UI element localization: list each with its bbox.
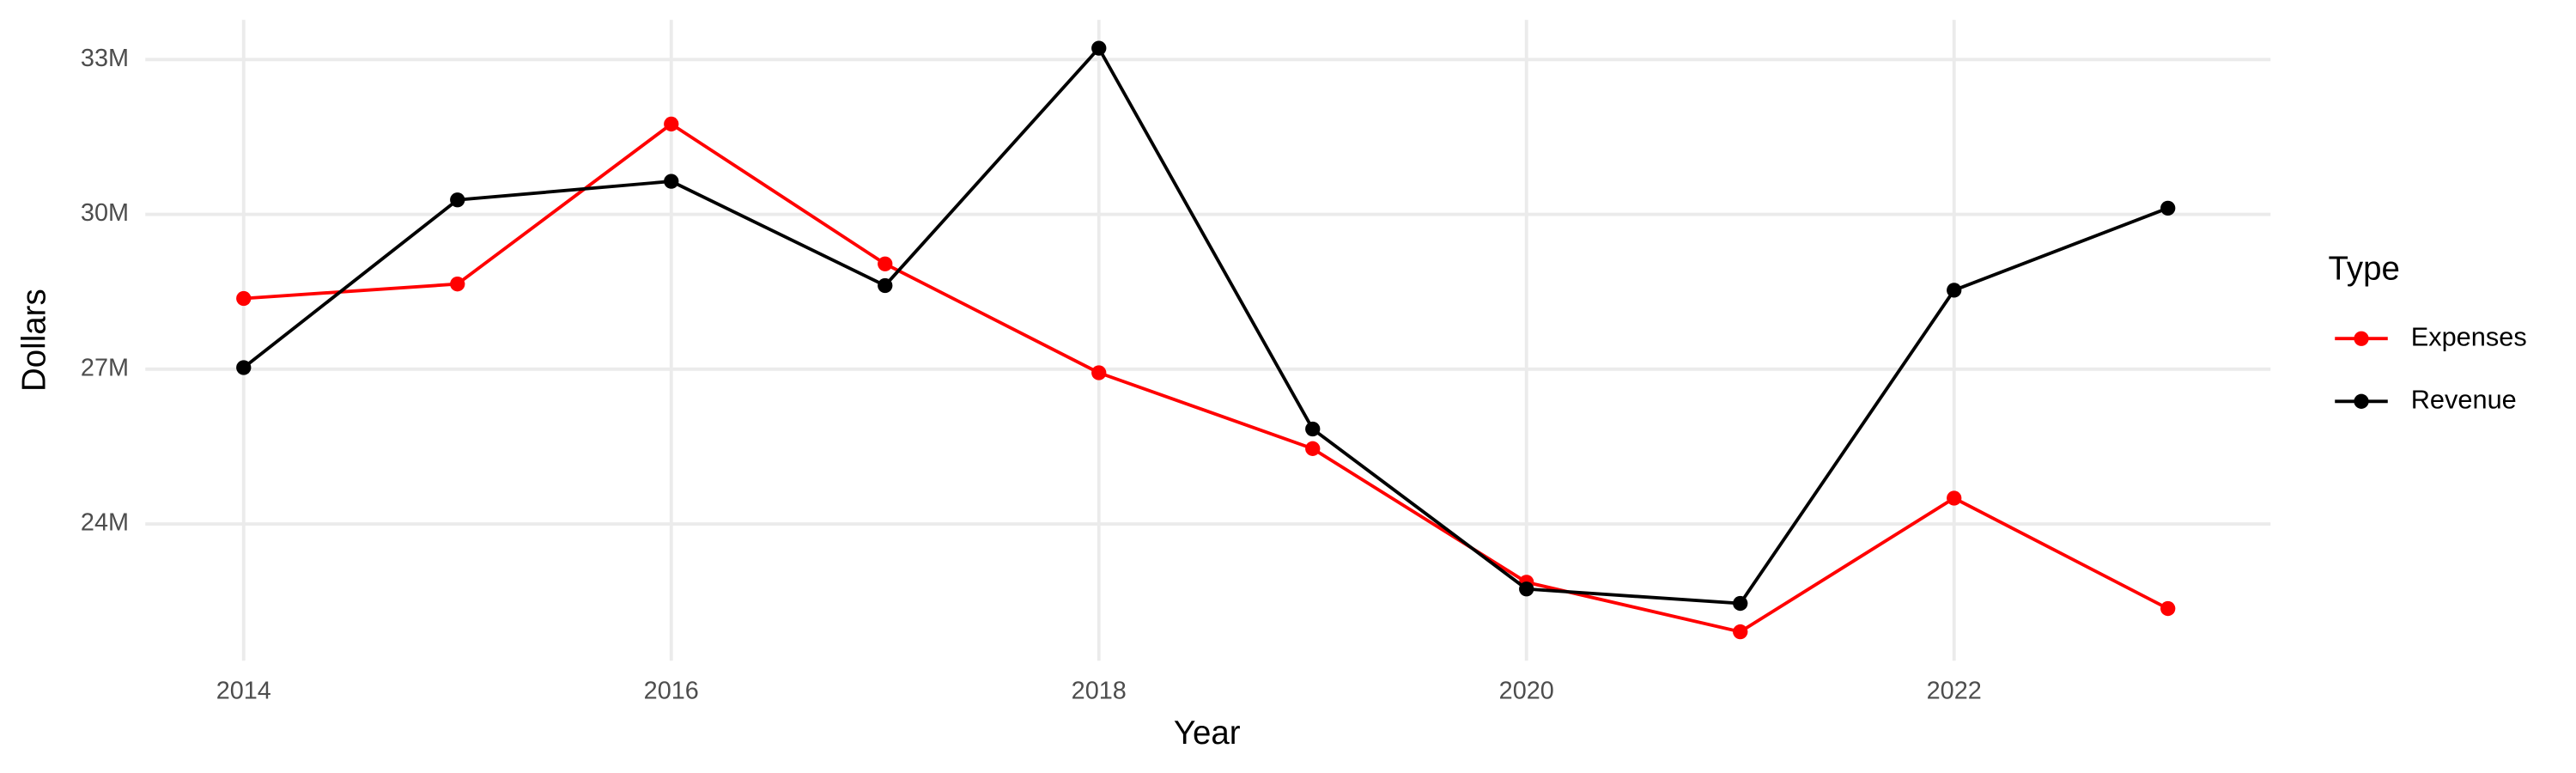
data-point (1305, 441, 1321, 456)
x-tick-label: 2018 (1072, 677, 1127, 704)
x-tick-label: 2014 (216, 677, 271, 704)
x-tick-label: 2022 (1927, 677, 1982, 704)
data-point (1947, 490, 1962, 506)
data-point (2160, 200, 2176, 216)
y-tick-label: 33M (81, 45, 129, 72)
legend-title: Type (2329, 251, 2400, 288)
data-point (1733, 624, 1748, 640)
data-point (236, 290, 252, 307)
data-point (1305, 421, 1321, 437)
data-point (664, 116, 679, 132)
legend-swatch-point (2354, 393, 2369, 409)
x-tick-label: 2016 (644, 677, 699, 704)
legend-label: Expenses (2411, 321, 2527, 351)
data-point (878, 277, 893, 294)
x-axis-title: Year (1174, 715, 1241, 752)
data-point (450, 277, 465, 292)
data-point (664, 173, 679, 189)
data-point (450, 192, 465, 208)
y-tick-label: 24M (81, 509, 129, 537)
x-tick-label: 2020 (1499, 677, 1554, 704)
data-point (1519, 581, 1534, 597)
data-point (236, 360, 252, 375)
series-line (242, 45, 2169, 606)
legend-label: Revenue (2411, 384, 2517, 414)
data-point (2160, 600, 2176, 617)
legend-swatch-point (2354, 331, 2369, 346)
data-point (878, 256, 893, 271)
y-tick-label: 27M (81, 354, 129, 381)
series-line (243, 122, 2169, 634)
y-tick-label: 30M (81, 199, 129, 227)
data-point (1733, 595, 1748, 612)
data-point (1091, 365, 1107, 380)
data-point (1091, 40, 1107, 56)
y-axis-title: Dollars (15, 289, 52, 392)
data-point (1947, 283, 1962, 298)
